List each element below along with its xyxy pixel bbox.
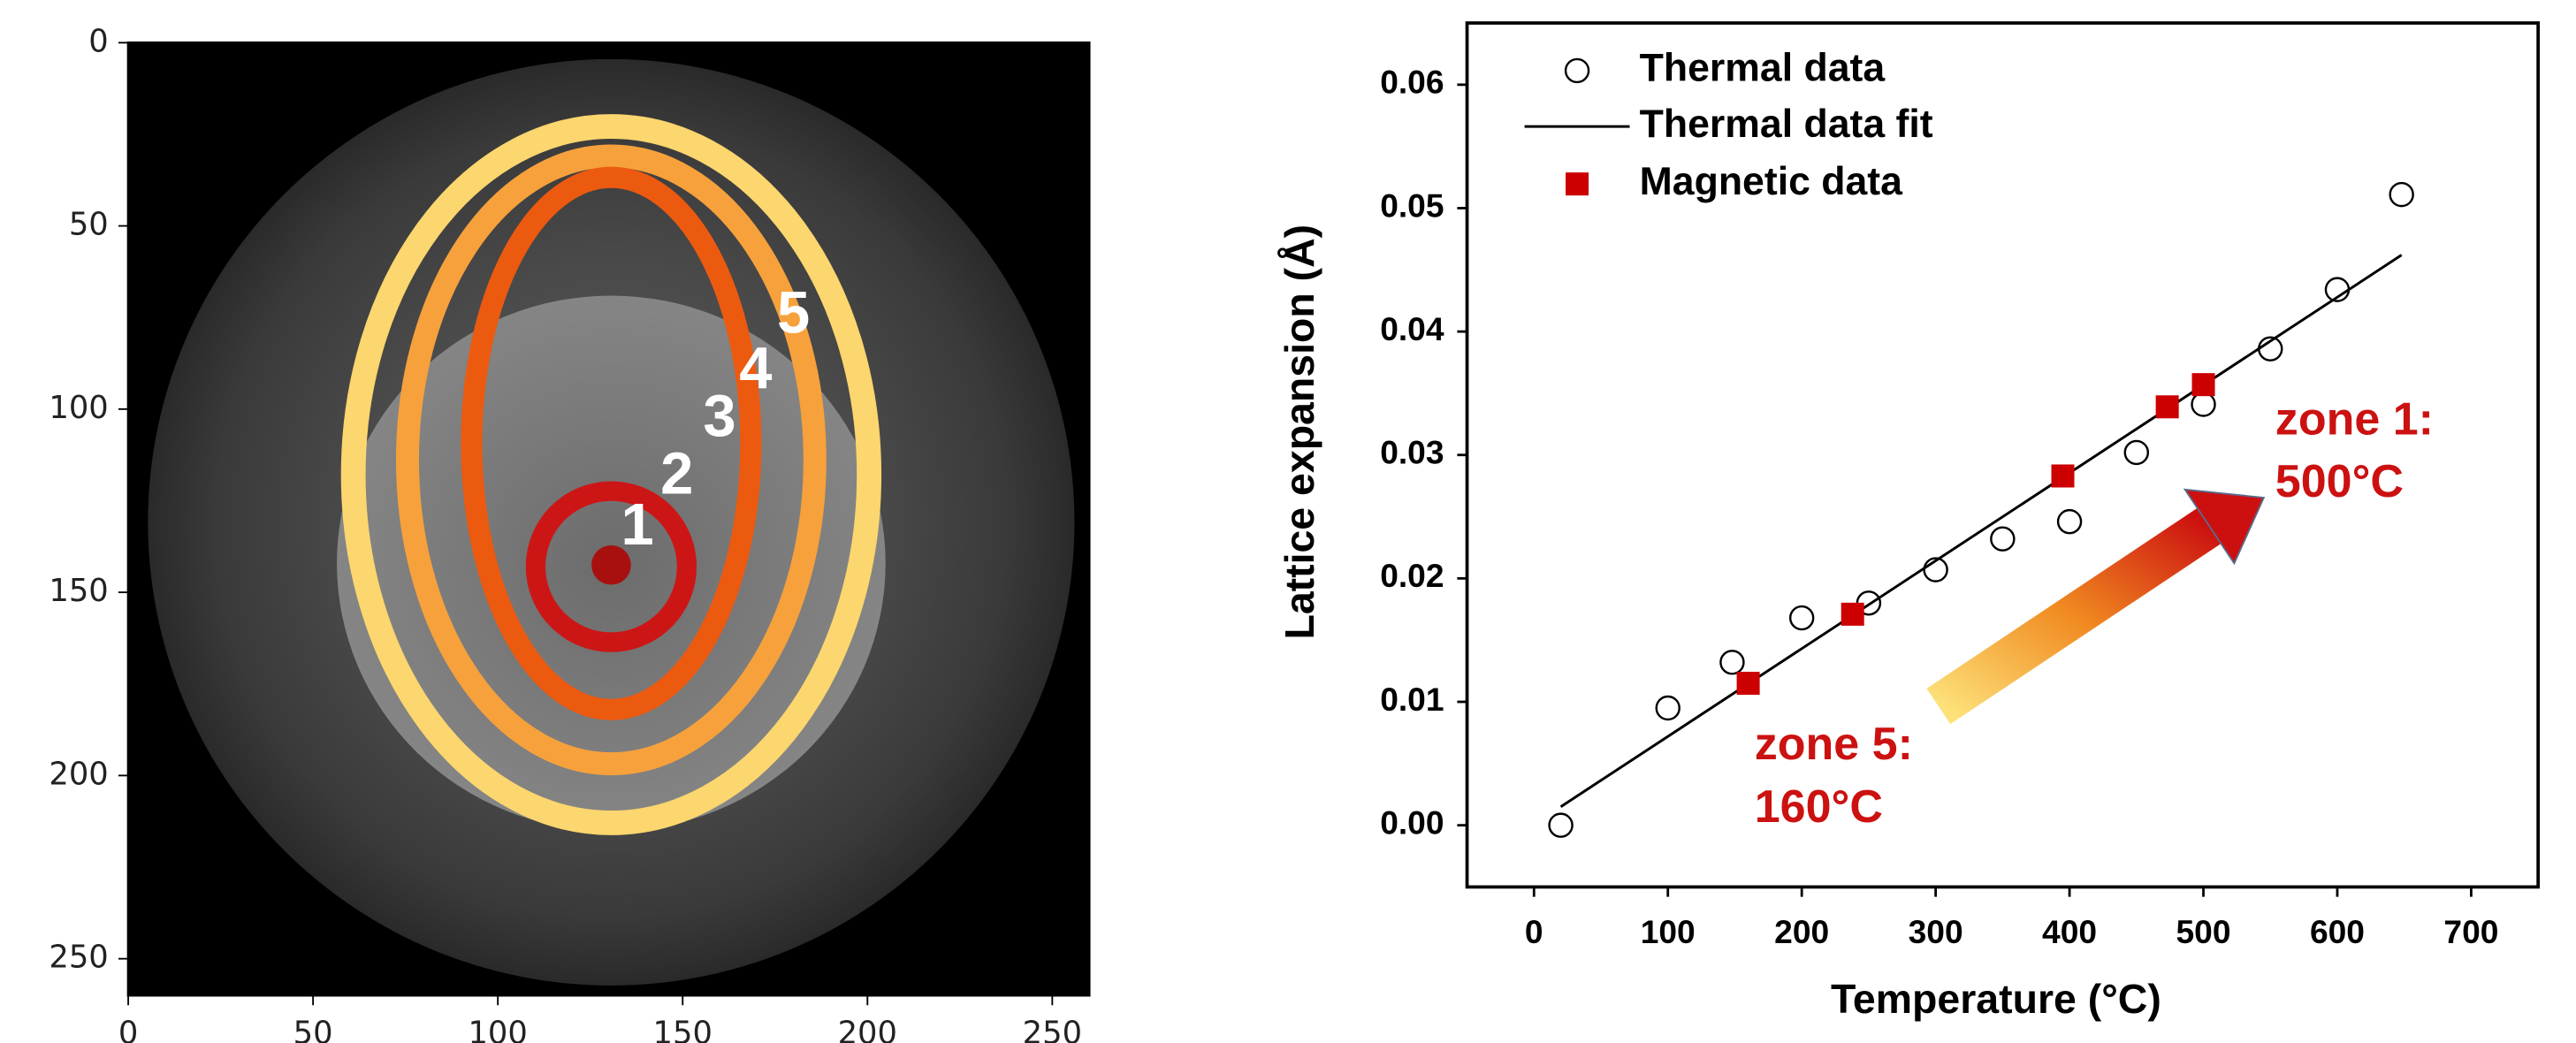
zone-annotation: zone 1: (2275, 393, 2434, 445)
legend-label: Thermal data (1640, 47, 1886, 90)
x-tick-label: 200 (1774, 913, 1829, 950)
y-tick-label: 100 (49, 390, 108, 426)
y-tick-label: 0.00 (1380, 803, 1444, 841)
thermal-point (1548, 812, 1574, 838)
image-frame (126, 41, 1091, 997)
x-tick-label: 150 (653, 1016, 713, 1043)
ring-3 (461, 166, 762, 720)
y-tick-label: 150 (49, 573, 108, 609)
x-tick-label: 100 (1641, 913, 1696, 950)
x-tick-label: 50 (293, 1016, 333, 1043)
y-tick-label: 0.06 (1380, 64, 1444, 101)
x-axis-label: Temperature (°C) (1831, 976, 2161, 1022)
ring-label: 1 (621, 491, 654, 558)
y-tick-label: 250 (49, 940, 108, 976)
x-tick-label: 200 (838, 1016, 897, 1043)
fit-line (1559, 254, 2403, 808)
plot-frame (1465, 21, 2541, 889)
legend-label: Magnetic data (1640, 160, 1903, 203)
ring-4 (395, 144, 827, 776)
zone-annotation: zone 5: (1755, 719, 1913, 770)
ring-label: 4 (739, 335, 772, 401)
x-tick-label: 300 (1909, 913, 1963, 950)
y-tick-label: 0.05 (1380, 187, 1444, 224)
magnetic-point (1841, 602, 1864, 626)
x-tick-label: 700 (2443, 913, 2498, 950)
thermal-point (1788, 605, 1815, 631)
thermal-point (1719, 650, 1745, 675)
ring-image (126, 41, 1091, 997)
x-tick-label: 600 (2310, 913, 2365, 950)
thermal-point (2191, 392, 2216, 417)
ring-label: 5 (777, 279, 810, 346)
trend-arrow-head (2183, 488, 2266, 566)
x-tick-label: 400 (2042, 913, 2097, 950)
zone-annotation: 500°C (2275, 456, 2404, 507)
ring-label: 2 (660, 440, 693, 506)
thermal-point (2389, 181, 2414, 208)
y-tick-label: 0.04 (1380, 310, 1444, 347)
thermal-point (1655, 695, 1680, 721)
thermal-point (2123, 439, 2150, 466)
zone-annotation: 160°C (1755, 781, 1883, 833)
y-tick-label: 50 (69, 207, 109, 243)
x-tick-label: 0 (1525, 913, 1543, 950)
x-tick-label: 100 (468, 1016, 527, 1043)
ring-2 (525, 481, 697, 652)
magnetic-point (2051, 464, 2075, 488)
y-tick-label: 0 (88, 23, 108, 59)
y-axis-label: Lattice expansion (Å) (1277, 225, 1322, 640)
y-tick-label: 200 (49, 756, 108, 792)
y-tick-label: 0.03 (1380, 434, 1444, 471)
legend-marker (1566, 172, 1589, 196)
x-tick-label: 250 (1023, 1016, 1082, 1043)
legend-label: Thermal data fit (1640, 103, 1933, 146)
x-tick-label: 500 (2176, 913, 2231, 950)
magnetic-point (1736, 672, 1760, 696)
x-tick-label: 0 (118, 1016, 138, 1043)
ring-label: 3 (703, 383, 735, 449)
legend-marker (1564, 57, 1590, 84)
thermal-point (1990, 526, 2016, 552)
ring-1 (591, 544, 631, 585)
y-tick-label: 0.02 (1380, 557, 1444, 594)
magnetic-point (2191, 373, 2215, 397)
trend-arrow-shaft (1926, 507, 2222, 725)
y-tick-label: 0.01 (1380, 681, 1444, 718)
thermal-point (2056, 508, 2083, 535)
ring-5 (340, 114, 882, 835)
magnetic-point (2155, 395, 2179, 419)
